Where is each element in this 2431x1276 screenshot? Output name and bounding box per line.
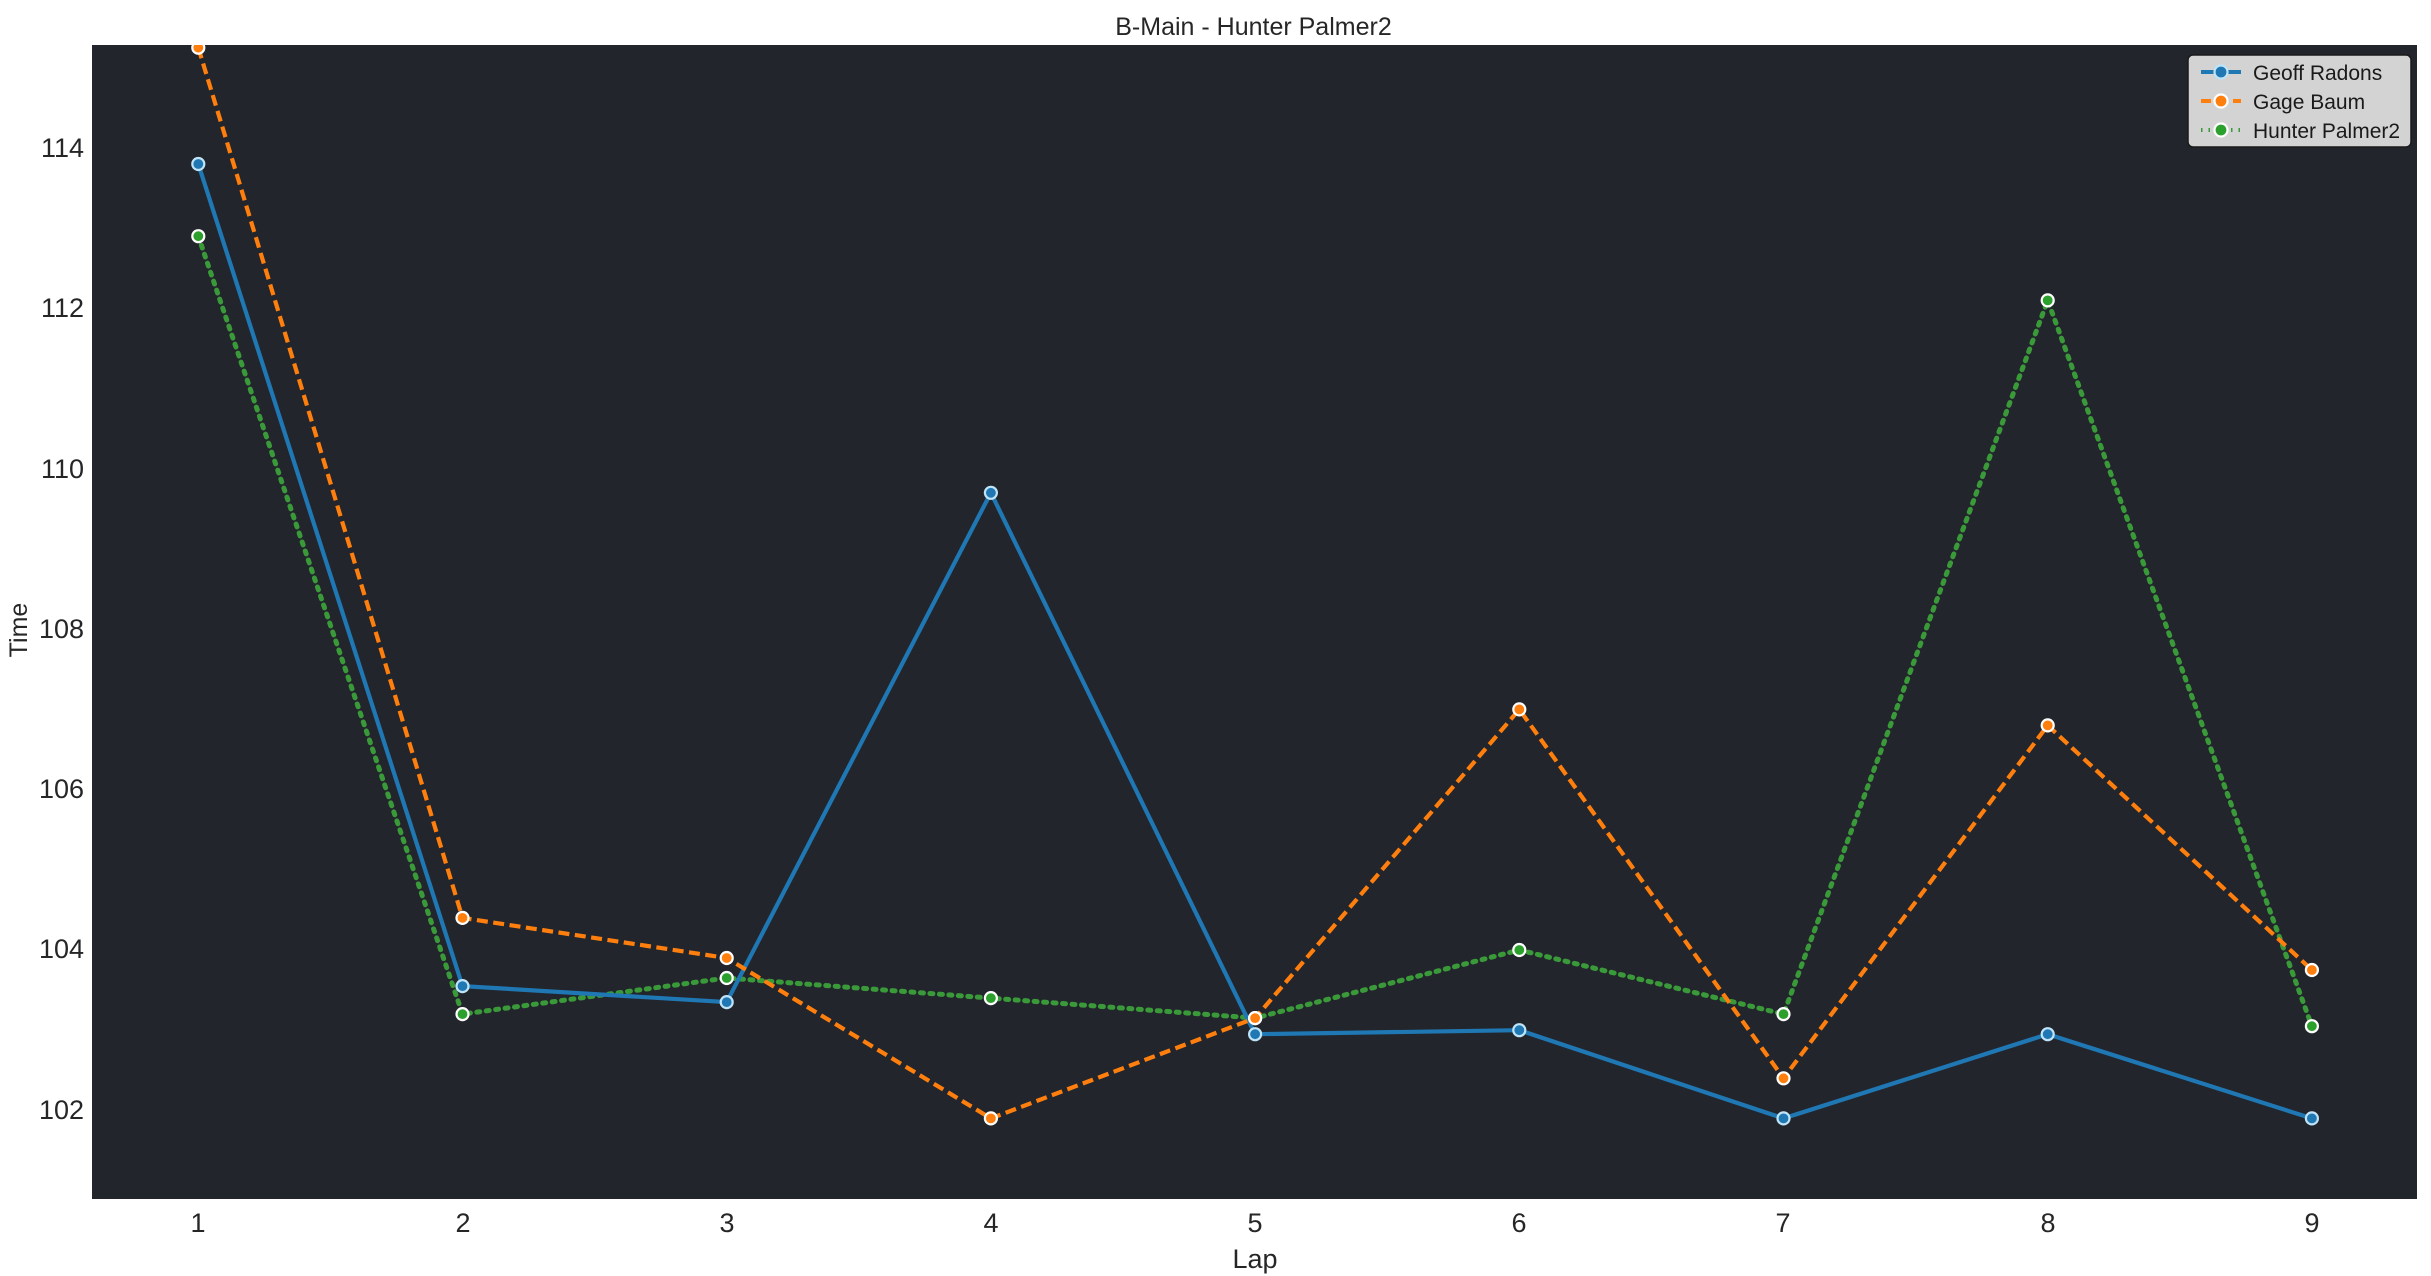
svg-text:114: 114 [41, 133, 84, 163]
svg-text:2: 2 [455, 1208, 470, 1238]
svg-text:106: 106 [39, 774, 84, 804]
svg-text:Geoff Radons: Geoff Radons [2253, 62, 2382, 85]
svg-text:7: 7 [1775, 1208, 1790, 1238]
svg-text:6: 6 [1511, 1208, 1526, 1238]
svg-text:3: 3 [719, 1208, 734, 1238]
svg-text:Gage Baum: Gage Baum [2253, 91, 2365, 114]
svg-text:5: 5 [1247, 1208, 1262, 1238]
svg-text:Hunter Palmer2: Hunter Palmer2 [2253, 120, 2400, 143]
svg-text:4: 4 [983, 1208, 998, 1238]
svg-text:110: 110 [41, 454, 84, 484]
svg-text:112: 112 [41, 293, 84, 323]
svg-text:104: 104 [39, 934, 84, 964]
svg-text:Time: Time [5, 603, 33, 658]
svg-text:8: 8 [2040, 1208, 2055, 1238]
svg-text:9: 9 [2304, 1208, 2319, 1238]
svg-text:108: 108 [39, 614, 84, 644]
svg-text:Lap: Lap [1232, 1244, 1277, 1274]
svg-text:102: 102 [39, 1095, 84, 1125]
svg-text:1: 1 [190, 1208, 205, 1238]
